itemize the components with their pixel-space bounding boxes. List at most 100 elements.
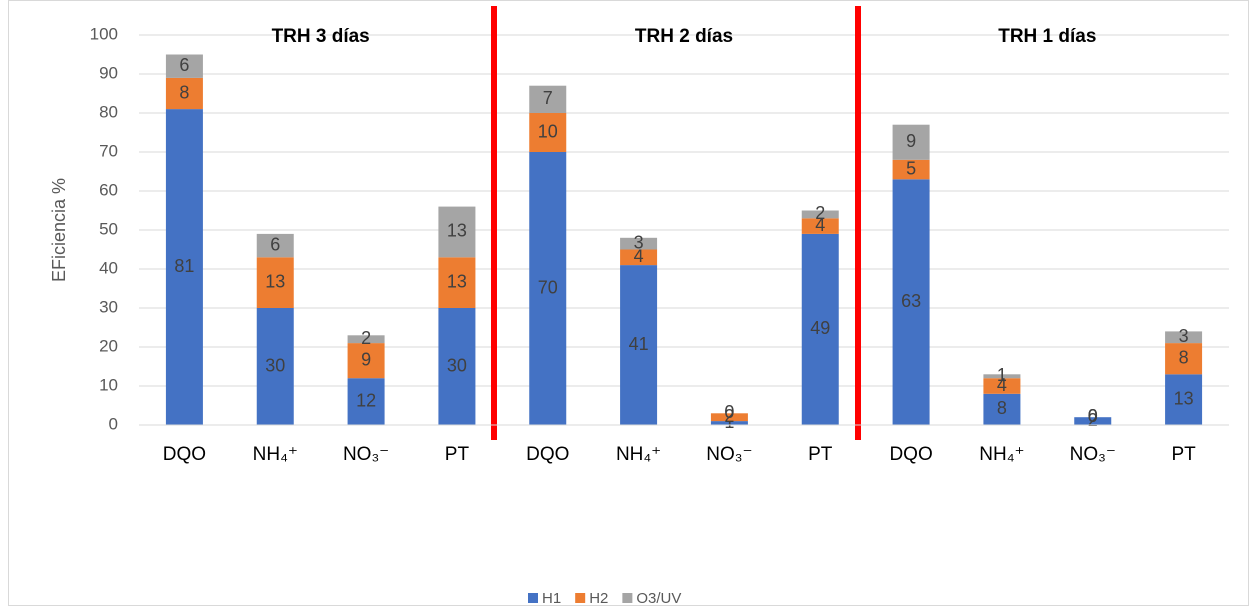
x-tick-label: DQO (526, 444, 569, 465)
data-label: 8 (997, 398, 1007, 418)
bar-segment (1165, 343, 1203, 375)
data-label: 6 (179, 55, 189, 75)
bar-segment (529, 85, 567, 113)
bar-segment (438, 206, 476, 258)
bar-segment (347, 335, 385, 344)
data-label: 2 (724, 406, 734, 426)
legend-label: H1 (542, 590, 561, 607)
data-label: 5 (906, 158, 916, 178)
y-tick-label: 10 (99, 375, 118, 394)
bar-segment (892, 159, 930, 180)
data-label: 0 (1088, 406, 1098, 426)
data-label: 81 (174, 256, 194, 276)
data-label: 63 (901, 291, 921, 311)
y-tick-label: 50 (99, 219, 118, 238)
data-label: 49 (810, 318, 830, 338)
bar-segment (892, 179, 930, 425)
legend-swatch (575, 593, 586, 603)
bar-segment (801, 233, 839, 425)
x-tick-label: NO₃⁻ (343, 444, 389, 465)
bar-segment (801, 210, 839, 219)
bar-segment (256, 308, 294, 425)
data-label: 13 (447, 221, 467, 241)
data-label: 6 (270, 234, 280, 254)
data-label: 9 (361, 349, 371, 369)
y-tick-label: 90 (99, 63, 118, 82)
bar-segment (983, 374, 1021, 379)
x-tick-label: PT (445, 444, 470, 465)
bar-segment (256, 257, 294, 308)
bar-segment (620, 249, 658, 266)
y-axis-label: EFiciencia % (49, 178, 69, 282)
data-label: 1 (724, 412, 734, 432)
bar-segment (710, 421, 748, 425)
y-tick-label: 30 (99, 297, 118, 316)
bar-segment (165, 109, 203, 425)
data-label: 3 (634, 232, 644, 252)
data-label: 30 (447, 355, 467, 375)
data-label: 8 (1179, 347, 1189, 367)
data-label: 9 (906, 131, 916, 151)
data-label: 70 (538, 277, 558, 297)
data-label: 13 (447, 271, 467, 291)
bar-segment (1165, 374, 1203, 425)
bar-segment (620, 265, 658, 425)
x-tick-label: NO₃⁻ (706, 444, 752, 465)
bar-segment (892, 124, 930, 160)
data-label: 12 (356, 390, 376, 410)
bar-segment (165, 77, 203, 110)
data-label: 30 (265, 355, 285, 375)
bar-segment (347, 343, 385, 379)
bar-segment (438, 257, 476, 308)
data-label: 13 (265, 271, 285, 291)
y-tick-label: 0 (109, 414, 118, 433)
y-tick-label: 60 (99, 180, 118, 199)
x-tick-label: PT (808, 444, 833, 465)
x-tick-label: DQO (163, 444, 206, 465)
bar-segment (620, 237, 658, 250)
data-label: 4 (634, 246, 644, 266)
bar-segment (529, 113, 567, 152)
bar-segment (1165, 331, 1203, 344)
bar-segment (347, 378, 385, 425)
legend-label: H2 (589, 590, 608, 607)
data-label: 2 (1088, 410, 1098, 430)
y-tick-label: 40 (99, 258, 118, 277)
bar-segment (529, 152, 567, 425)
data-label: 3 (1179, 326, 1189, 346)
legend-label: O3/UV (636, 590, 681, 607)
data-label: 13 (1174, 388, 1194, 408)
y-tick-label: 80 (99, 102, 118, 121)
bar-segment (256, 233, 294, 258)
bar-segment (710, 413, 748, 422)
legend-swatch (528, 593, 538, 603)
y-tick-label: 70 (99, 141, 118, 160)
group-title: TRH 3 días (272, 26, 370, 47)
data-label: 2 (815, 203, 825, 223)
bar-segment (801, 218, 839, 234)
y-tick-label: 100 (90, 24, 118, 43)
data-label: 8 (179, 82, 189, 102)
data-label: 2 (361, 328, 371, 348)
legend-swatch (622, 593, 633, 603)
group-title: TRH 2 días (635, 26, 733, 47)
data-label: 4 (815, 215, 825, 235)
bar-segment (983, 393, 1021, 425)
bar-segment (1074, 417, 1112, 425)
data-label: 7 (543, 88, 553, 108)
x-tick-label: NH₄⁺ (616, 444, 661, 465)
group-title: TRH 1 días (998, 26, 1096, 47)
x-tick-label: NH₄⁺ (979, 444, 1024, 465)
x-tick-label: DQO (889, 444, 932, 465)
data-label: 0 (724, 402, 734, 422)
data-label: 10 (538, 121, 558, 141)
data-label: 1 (997, 365, 1007, 385)
y-tick-label: 20 (99, 336, 118, 355)
data-label: 41 (629, 334, 649, 354)
x-tick-label: NO₃⁻ (1070, 444, 1116, 465)
x-tick-label: PT (1171, 444, 1196, 465)
bar-segment (983, 378, 1021, 394)
x-tick-label: NH₄⁺ (253, 444, 298, 465)
bar-segment (438, 308, 476, 425)
